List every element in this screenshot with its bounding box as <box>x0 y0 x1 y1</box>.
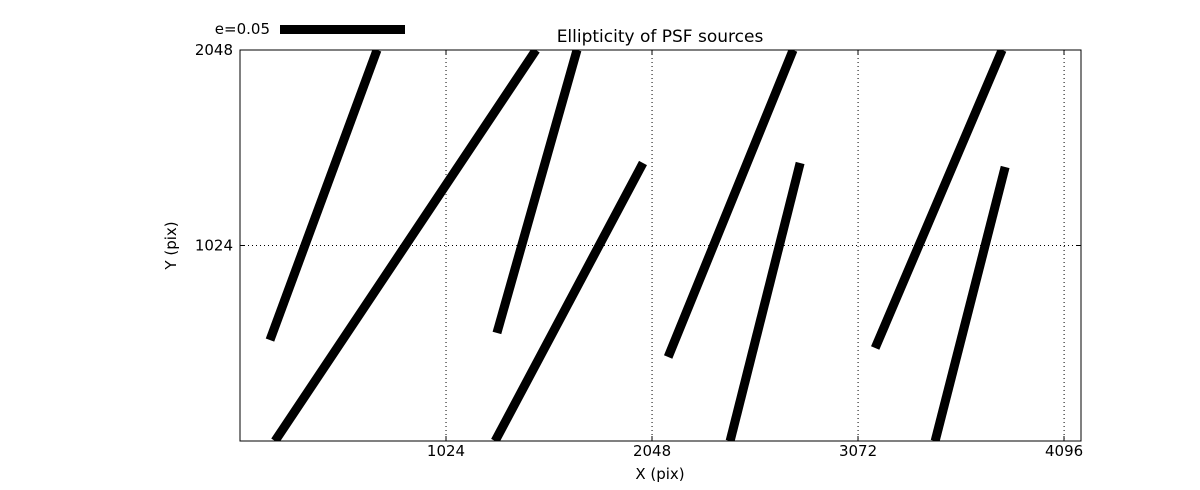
whisker-segment-4 <box>491 160 647 441</box>
whisker-segment-6 <box>725 161 805 441</box>
whisker-segment-5 <box>663 50 798 359</box>
whisker-segment-3 <box>492 50 582 335</box>
x-axis-label: X (pix) <box>635 465 684 483</box>
whisker-segment-8 <box>930 165 1010 441</box>
x-tick-label-2048: 2048 <box>633 442 671 460</box>
y-tick-label-1024: 1024 <box>195 237 233 255</box>
y-tick-label-2048: 2048 <box>195 41 233 59</box>
whisker-segment-7 <box>871 50 1007 350</box>
whisker-segment-2 <box>271 50 540 441</box>
x-tick-label-4096: 4096 <box>1045 442 1083 460</box>
x-tick-label-1024: 1024 <box>427 442 465 460</box>
whisker-segment-1 <box>265 50 382 342</box>
tick-label-layer: 1024 2048 3072 4096 1024 2048 <box>195 41 1083 460</box>
legend-key-bar <box>280 25 405 34</box>
chart-title: Ellipticity of PSF sources <box>557 27 764 47</box>
x-tick-label-3072: 3072 <box>839 442 877 460</box>
whisker-layer <box>265 50 1010 441</box>
tick-layer <box>240 49 1081 441</box>
grid-layer <box>240 49 1081 441</box>
legend-label: e=0.05 <box>215 20 270 38</box>
y-axis-label: Y (pix) <box>162 221 180 270</box>
legend: e=0.05 <box>215 20 405 38</box>
